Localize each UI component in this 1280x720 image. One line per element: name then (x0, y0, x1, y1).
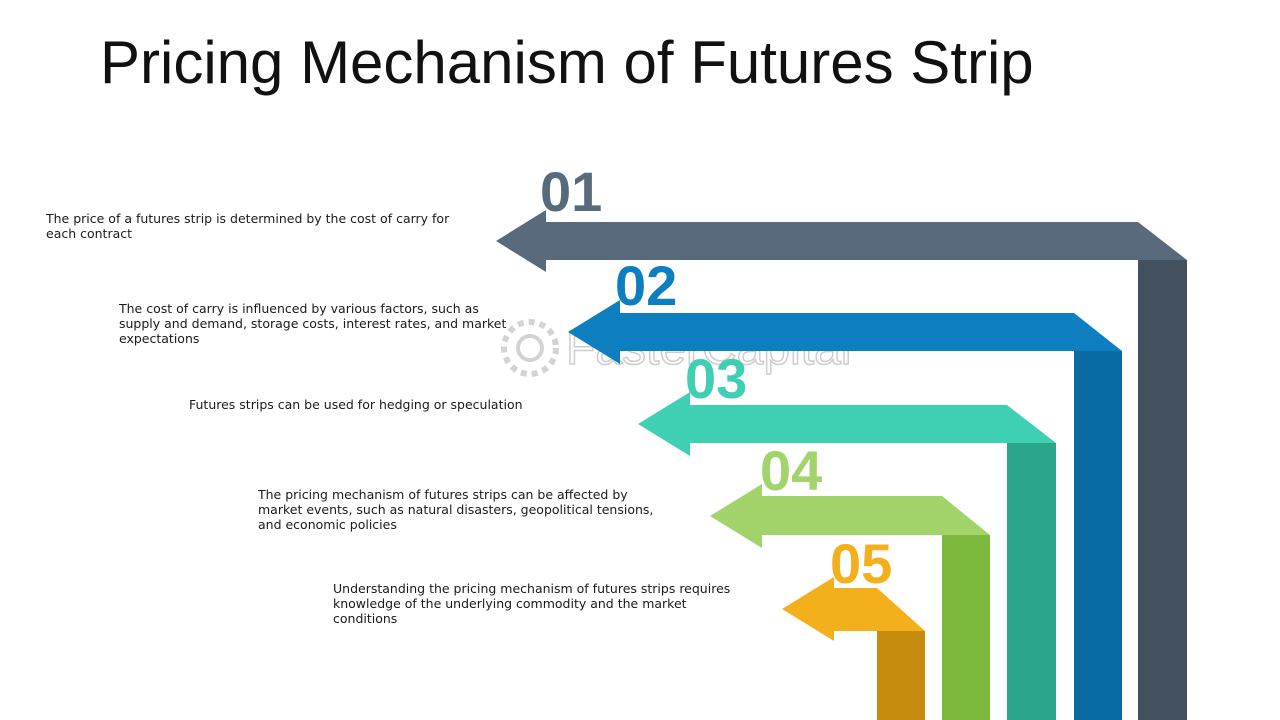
step-3-number: 03 (685, 347, 747, 410)
step-2-text: The cost of carry is influenced by vario… (119, 301, 507, 346)
step-3-arrow-head (638, 392, 690, 456)
step-2-arrow-stem (1074, 351, 1122, 720)
step-2-arrow-band (620, 313, 1122, 351)
step-3-arrow-stem (1007, 443, 1056, 720)
page-title: Pricing Mechanism of Futures Strip (100, 29, 1034, 96)
gear-icon (501, 319, 559, 377)
step-5-arrow: 05 (782, 532, 925, 720)
step-4-arrow: 04 (710, 439, 990, 720)
step-1-text: The price of a futures strip is determin… (46, 211, 450, 241)
step-3-arrow: 03 (638, 347, 1056, 720)
step-3-arrow-band (690, 405, 1056, 443)
step-4-text: The pricing mechanism of futures strips … (258, 487, 654, 532)
step-2-number: 02 (615, 254, 677, 317)
step-4-arrow-head (710, 484, 762, 548)
step-1-arrow-stem (1138, 260, 1187, 720)
step-1-arrow: 01 (496, 160, 1187, 720)
step-5-arrow-head (782, 577, 834, 641)
step-1-number: 01 (540, 160, 602, 223)
step-5-arrow-stem (877, 631, 925, 720)
step-5-arrow-band (834, 588, 925, 631)
step-4-number: 04 (760, 439, 822, 502)
step-3-text: Futures strips can be used for hedging o… (189, 397, 523, 412)
step-2-arrow-head (568, 300, 620, 364)
step-5-number: 05 (830, 532, 892, 595)
step-1-arrow-band (546, 222, 1187, 260)
step-2-arrow: 02 (568, 254, 1122, 720)
step-4-arrow-stem (942, 535, 990, 720)
step-5-text: Understanding the pricing mechanism of f… (333, 581, 731, 626)
step-1-arrow-head (496, 210, 546, 272)
step-4-arrow-band (762, 496, 990, 535)
